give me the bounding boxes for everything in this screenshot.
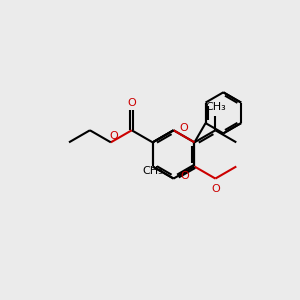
Text: O: O: [128, 98, 136, 108]
Text: O: O: [211, 184, 220, 194]
Text: CH₃: CH₃: [142, 166, 163, 176]
Text: O: O: [109, 131, 118, 141]
Text: CH₃: CH₃: [205, 102, 226, 112]
Text: O: O: [180, 123, 188, 133]
Text: O: O: [180, 171, 189, 181]
